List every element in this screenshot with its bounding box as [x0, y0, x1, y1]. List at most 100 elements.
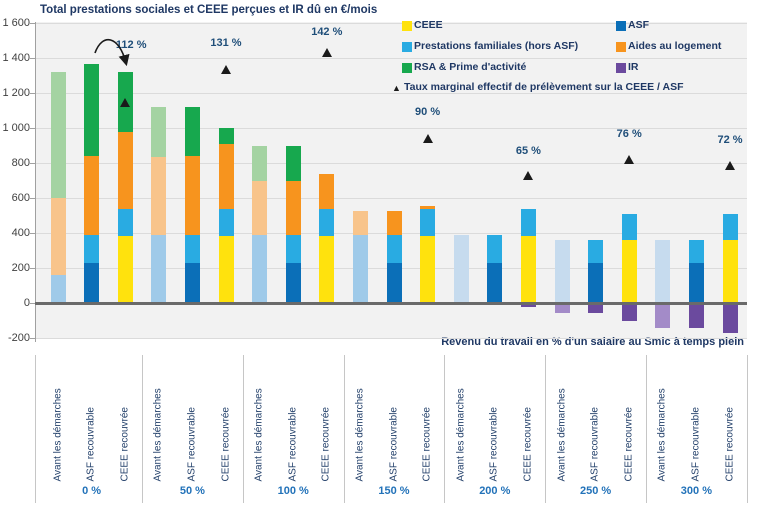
- legend-label-asf: ASF: [628, 19, 649, 31]
- group-separator: [444, 355, 446, 503]
- bar-label: CEEE recouvrée: [421, 406, 433, 481]
- legend-label-ceee: CEEE: [414, 19, 443, 31]
- y-axis-line: [35, 22, 36, 342]
- group-label: 300 %: [680, 485, 712, 497]
- pf-bar-segment: [386, 234, 402, 263]
- ceee-bar-segment: [117, 235, 133, 303]
- ir-bar-segment: [621, 303, 637, 322]
- group-separator: [142, 355, 143, 503]
- bar-label: ASF recouvrable: [186, 406, 198, 481]
- bar-label: CEEE recouvrée: [320, 406, 332, 481]
- group-separator: [35, 355, 36, 503]
- legend-label-rsa: RSA & Prime d'activité: [414, 61, 527, 73]
- ir-bar-segment: [655, 303, 671, 328]
- rsa-bar-segment: [252, 145, 268, 181]
- y-tick: [30, 23, 35, 24]
- al-bar-segment: [352, 211, 368, 235]
- group-label: 50 %: [179, 485, 205, 497]
- rsa-bar-segment: [50, 72, 66, 198]
- al-bar-segment: [50, 198, 66, 275]
- legend-label-tmep: Taux marginal effectif de prélèvement su…: [404, 81, 684, 93]
- tmep-triangle: [725, 160, 735, 170]
- ir-bar-segment: [588, 303, 604, 313]
- asf-bar-segment: [285, 262, 301, 303]
- pf-bar-segment: [117, 209, 133, 236]
- rsa-bar-segment: [151, 107, 167, 157]
- legend-swatch-ir: [616, 63, 626, 73]
- group-separator: [545, 355, 547, 503]
- tmep-triangle: [221, 65, 231, 75]
- ir-bar-segment: [722, 303, 738, 333]
- bar-label: ASF recouvrable: [388, 406, 399, 481]
- y-tick: [30, 268, 35, 269]
- group-separator: [343, 355, 345, 503]
- al-bar-segment: [151, 156, 167, 235]
- ceee-bar-segment: [621, 240, 637, 303]
- legend-label-ir: IR: [628, 61, 639, 73]
- bar-label: Avant les démarches: [253, 387, 265, 481]
- al-bar-segment: [218, 143, 234, 210]
- ceee-bar-segment: [520, 235, 536, 303]
- pf-bar-segment: [588, 240, 604, 263]
- tmep-label: 112 %: [115, 38, 147, 51]
- pf-bar-segment: [520, 208, 536, 236]
- gridline: [35, 198, 748, 199]
- group-label: 150 %: [378, 485, 410, 497]
- group-label: 100 %: [277, 485, 309, 497]
- gridline: [35, 93, 748, 94]
- gridline: [35, 163, 748, 164]
- legend-swatch-al: [616, 42, 626, 52]
- pf-bar-segment: [319, 208, 335, 236]
- y-tick-label: 800: [11, 157, 30, 169]
- tmep-label: 131 %: [210, 37, 242, 49]
- pf-bar-segment: [487, 234, 503, 263]
- bar-label: Avant les démarches: [52, 387, 63, 481]
- al-bar-segment: [117, 131, 133, 210]
- group-separator: [242, 355, 244, 503]
- tmep-label: 72 %: [717, 134, 743, 147]
- group-separator: [747, 355, 749, 503]
- pf-bar-segment: [50, 275, 66, 303]
- y-tick: [30, 303, 35, 304]
- al-bar-segment: [319, 173, 335, 209]
- asf-bar-segment: [386, 262, 402, 303]
- tmep-triangle: [321, 47, 332, 57]
- zero-axis-line: [35, 301, 748, 305]
- legend-label-pf: Prestations familiales (hors ASF): [414, 40, 579, 52]
- bar-label: Avant les démarches: [556, 387, 567, 481]
- pf-bar-segment: [352, 234, 368, 303]
- bar-label: ASF recouvrable: [287, 406, 299, 481]
- asf-bar-segment: [688, 262, 704, 303]
- gridline: [35, 23, 748, 24]
- bar-label: CEEE recouvrée: [522, 406, 534, 481]
- legend-swatch-rsa: [402, 63, 412, 73]
- y-tick-label: 600: [11, 192, 30, 204]
- y-tick: [30, 233, 35, 234]
- ceee-bar-segment: [722, 240, 738, 303]
- tmep-triangle: [120, 97, 131, 107]
- ceee-bar-segment: [319, 235, 335, 303]
- tmep-triangle: [624, 154, 635, 164]
- bar-label: ASF recouvrable: [690, 406, 702, 481]
- y-tick-label: 1 400: [2, 52, 30, 64]
- pf-bar-segment: [621, 213, 637, 240]
- y-tick-label: 400: [11, 227, 30, 239]
- al-bar-segment: [84, 156, 100, 235]
- bar-label: CEEE recouvrée: [724, 406, 735, 481]
- al-bar-segment: [285, 180, 301, 235]
- y-tick: [30, 198, 35, 199]
- group-label: 200 %: [479, 485, 511, 497]
- pf-bar-segment: [285, 234, 301, 263]
- chart-title: Total prestations sociales et CEEE perçu…: [40, 4, 378, 16]
- pf-bar-segment: [655, 240, 671, 303]
- bar-label: CEEE recouvrée: [119, 406, 131, 481]
- group-separator: [646, 355, 647, 503]
- gridline: [35, 338, 748, 339]
- group-label: 0 %: [82, 485, 102, 497]
- pf-bar-segment: [252, 234, 268, 303]
- bar-label: CEEE recouvrée: [220, 406, 231, 481]
- y-tick-label: -200: [7, 332, 30, 344]
- y-tick-label: 1 000: [2, 122, 30, 134]
